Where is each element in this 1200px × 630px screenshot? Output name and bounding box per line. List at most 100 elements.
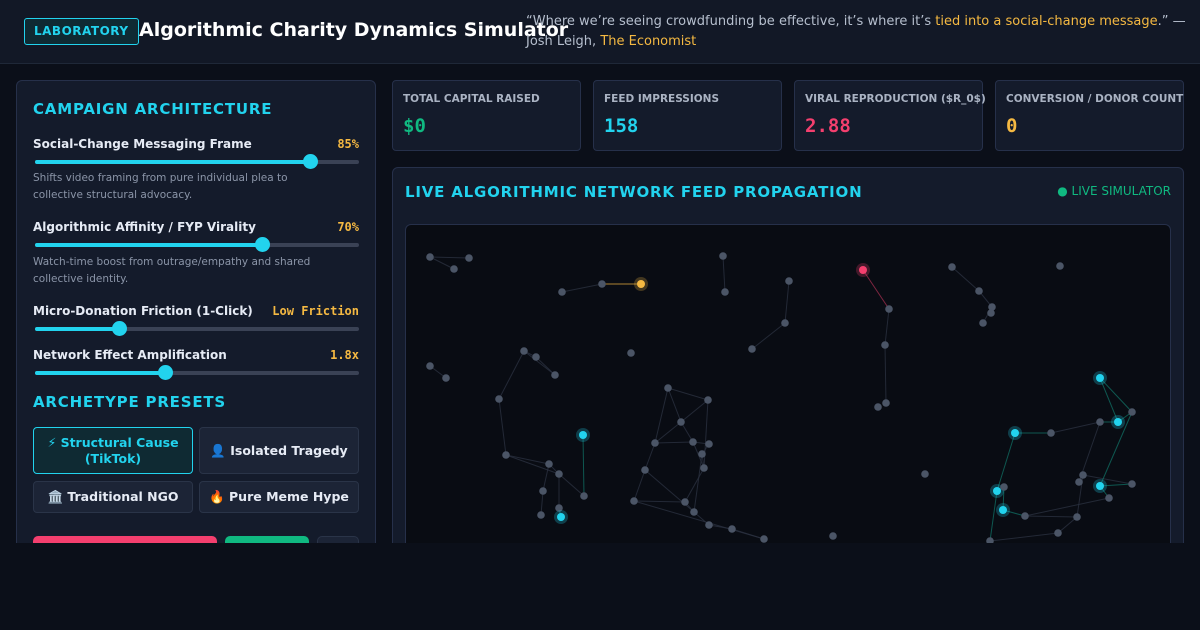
network-edge [996,432,1016,492]
network-node [705,440,713,448]
network-node [579,431,587,439]
network-feed-title: LIVE ALGORITHMIC NETWORK FEED PROPAGATIO… [405,183,863,201]
network-edge [654,387,669,444]
network-edge [633,500,765,540]
quote-source-link[interactable]: The Economist [600,34,697,49]
network-node [698,450,706,458]
slider-fill [35,327,120,331]
network-node [748,345,756,353]
network-effect-slider[interactable] [35,365,359,380]
preset-pure-meme-hype-button[interactable]: 🔥 Pure Meme Hype [199,481,359,513]
network-edge [633,500,686,503]
network-node [465,254,473,262]
network-edge [535,356,556,376]
network-node [689,438,697,446]
slider-desc-messaging-frame: Shifts video framing from pure individua… [33,172,288,201]
preset-isolated-tragedy-button[interactable]: 👤 Isolated Tragedy [199,427,359,474]
network-edge [1024,497,1110,517]
network-edge [654,421,682,444]
campaign-architecture-panel: CAMPAIGN ARCHITECTURE Social-Change Mess… [16,80,376,560]
network-node [545,460,553,468]
network-edge [1099,411,1133,487]
network-edge [561,283,603,293]
network-node [987,309,995,317]
network-node [1056,262,1064,270]
stat-label: TOTAL CAPITAL RAISED [403,93,540,105]
slider-label-network-effect: Network Effect Amplification [33,348,227,362]
network-edge [523,350,556,376]
network-node [426,253,434,261]
slider-thumb[interactable] [303,154,319,169]
slider-thumb[interactable] [112,321,128,336]
network-edge [654,441,694,444]
network-edge [429,256,470,259]
slider-thumb[interactable] [254,237,270,252]
network-node [986,537,994,545]
network-node [975,287,983,295]
network-node [1000,483,1008,491]
network-canvas[interactable] [405,224,1171,559]
network-node [1021,512,1029,520]
network-node [1096,482,1104,490]
network-node [1114,418,1122,426]
network-edge [540,490,544,516]
network-edge [680,399,709,423]
campaign-architecture-title: CAMPAIGN ARCHITECTURE [33,100,273,118]
slider-desc-fyp-virality: Watch-time boost from outrage/empathy an… [33,256,311,285]
stat-value: 158 [604,115,639,137]
network-node [700,464,708,472]
network-node [557,513,565,521]
network-node [580,492,588,500]
network-node [988,303,996,311]
slider-label-fyp-virality: Algorithmic Affinity / FYP Virality [33,220,256,234]
network-node [450,265,458,273]
network-node [885,305,893,313]
stat-label: FEED IMPRESSIONS [604,93,720,105]
messaging-frame-slider[interactable] [35,154,359,169]
network-node [677,418,685,426]
network-node [781,319,789,327]
network-edge [558,473,585,497]
stat-value: 0 [1006,115,1018,137]
fyp-virality-slider[interactable] [35,237,359,252]
network-edge [784,280,790,324]
preset-structural-cause-button[interactable]: ⚡ Structural Cause (TikTok) [33,427,193,474]
network-node [859,266,867,274]
slider-thumb[interactable] [157,365,173,380]
network-edge [751,322,786,350]
slider-fill [35,160,311,164]
network-node [555,470,563,478]
network-node [1128,408,1136,416]
stat-card-conversion: CONVERSION / DONOR COUNT 0 [995,80,1184,151]
network-edge [862,269,890,310]
app-title: Algorithmic Charity Dynamics Simulator [139,19,569,41]
network-node [539,487,547,495]
network-node [664,384,672,392]
network-edge [951,266,980,292]
network-graph [426,252,1136,545]
header-quote: “Where we’re seeing crowdfunding be effe… [526,12,1186,52]
network-edge [667,387,709,401]
network-edge [582,434,585,497]
network-node [948,263,956,271]
stat-card-capital: TOTAL CAPITAL RAISED $0 [392,80,581,151]
network-node [882,399,890,407]
network-node [502,451,510,459]
network-edge [989,490,998,542]
network-node [551,371,559,379]
network-node [690,508,698,516]
preset-traditional-ngo-button[interactable]: 🏛️ Traditional NGO [33,481,193,513]
network-edge [429,256,455,270]
network-node [637,280,645,288]
network-node [1075,478,1083,486]
network-node [627,349,635,357]
page-background [0,543,1200,630]
network-node [874,403,882,411]
donation-friction-slider[interactable] [35,321,359,336]
network-node [630,497,638,505]
network-node [881,341,889,349]
network-node [993,487,1001,495]
slider-label-donation-friction: Micro-Donation Friction (1-Click) [33,304,253,318]
network-node [1079,471,1087,479]
network-edge [1099,483,1133,487]
